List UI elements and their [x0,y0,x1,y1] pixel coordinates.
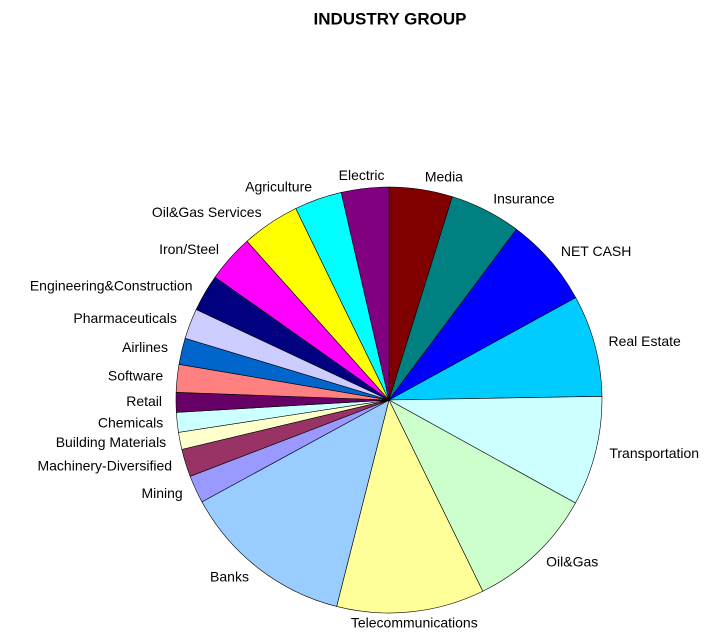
pie-slice [388,399,576,592]
slice-label: Electric [339,167,385,183]
chart-title: INDUSTRY GROUP [313,9,466,28]
slice-label: Insurance [493,190,555,206]
slice-label: Engineering&Construction [30,278,193,294]
slice-label: Mining [141,485,182,501]
slice-label: Media [425,168,463,184]
pie-slice [387,396,603,504]
slice-label: Banks [210,568,249,584]
slice-label: Oil&Gas Services [152,204,262,220]
slice-label: Telecommunications [351,614,478,630]
pie-slice [336,399,484,614]
pie-slice [388,297,603,401]
slice-label: Pharmaceuticals [73,310,177,326]
pie-slice [201,399,390,607]
slice-label: Agriculture [245,179,312,195]
slice-label: Software [108,368,163,384]
slice-label: Real Estate [608,333,681,349]
slice-label: Transportation [609,445,699,461]
slice-label: Airlines [122,339,168,355]
slice-label: NET CASH [561,243,632,259]
slice-label: Oil&Gas [546,554,598,570]
pie-slice [340,186,390,401]
slice-label: Iron/Steel [159,241,219,257]
slice-label: Building Materials [56,434,167,450]
slice-label: Retail [126,393,162,409]
slice-label: Chemicals [98,414,163,430]
slice-label: Machinery-Diversified [37,457,172,473]
